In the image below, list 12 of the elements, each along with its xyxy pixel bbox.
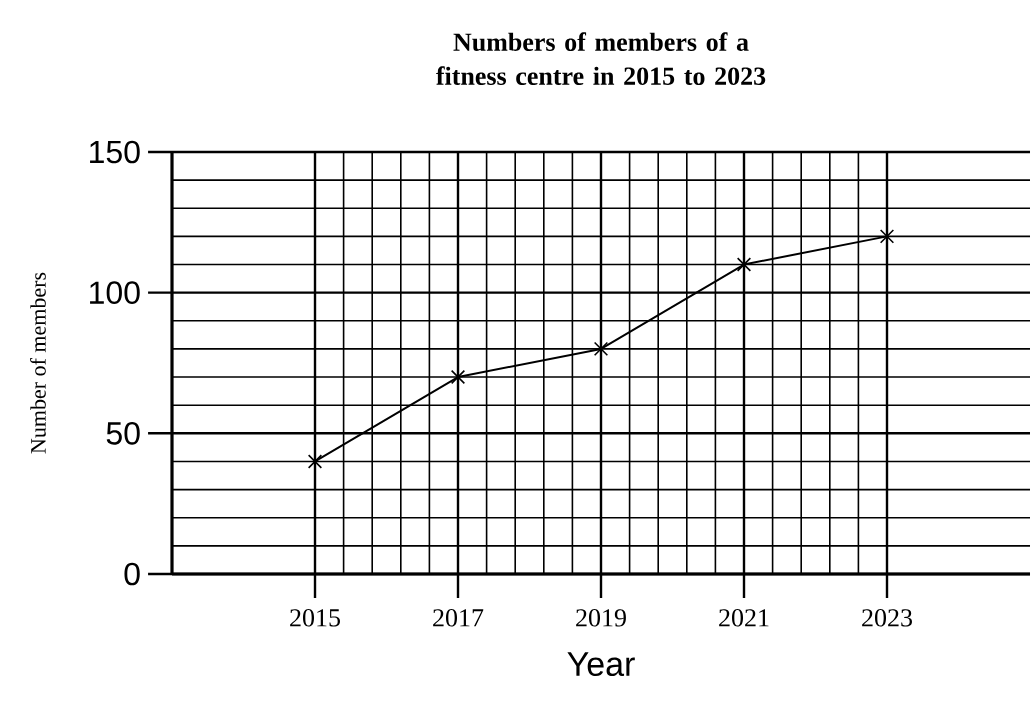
chart-title: Numbers of members of a fitness centre in 2015 to 2023 (436, 32, 766, 85)
x-tick-label: 2023 (862, 609, 912, 627)
y-tick-label: 50 (106, 422, 140, 445)
x-tick-label: 2015 (290, 609, 340, 627)
x-tick-label: 2017 (433, 609, 484, 627)
y-tick-label: 150 (90, 140, 140, 164)
y-tick-label: 0 (124, 562, 140, 586)
x-tick-label: 2019 (576, 609, 626, 627)
x-axis-title: Year (567, 652, 635, 677)
y-tick-label: 100 (90, 281, 140, 304)
y-axis-title: Number of members (30, 272, 46, 454)
x-tick-label: 2021 (719, 609, 769, 627)
